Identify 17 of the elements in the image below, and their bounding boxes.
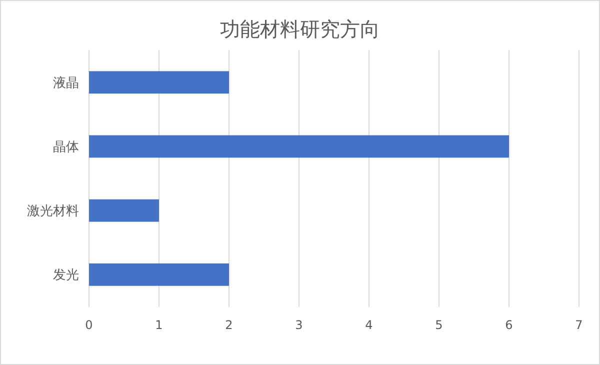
x-tick-label: 6 — [505, 318, 513, 332]
bar — [89, 199, 159, 222]
y-tick-label: 发光 — [53, 268, 79, 284]
x-tick-label: 5 — [435, 318, 443, 332]
x-tick-label: 2 — [225, 318, 233, 332]
x-tick-label: 7 — [575, 318, 583, 332]
y-tick-label: 晶体 — [53, 140, 79, 156]
bar — [89, 71, 229, 94]
x-tick-label: 3 — [295, 318, 303, 332]
y-tick-label: 激光材料 — [27, 204, 79, 220]
x-tick-label: 4 — [365, 318, 373, 332]
chart-title: 功能材料研究方向 — [220, 17, 380, 41]
bar — [89, 135, 509, 158]
x-tick-label: 1 — [155, 318, 163, 332]
bar — [89, 263, 229, 286]
x-tick-label: 0 — [85, 318, 93, 332]
y-tick-label: 液晶 — [53, 76, 79, 91]
